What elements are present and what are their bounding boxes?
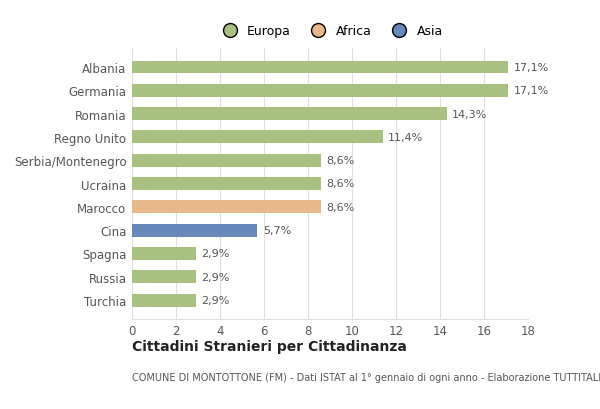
Text: 8,6%: 8,6% (326, 179, 355, 189)
Bar (132, 271, 196, 283)
Bar (132, 247, 196, 260)
Text: 17,1%: 17,1% (514, 86, 549, 96)
Text: Cittadini Stranieri per Cittadinanza: Cittadini Stranieri per Cittadinanza (132, 339, 407, 353)
Bar (132, 131, 383, 144)
Bar (132, 154, 321, 167)
Text: 2,9%: 2,9% (202, 249, 230, 259)
Text: 8,6%: 8,6% (326, 156, 355, 166)
Bar (132, 61, 508, 74)
Bar (132, 178, 321, 191)
Bar (132, 201, 321, 214)
Text: 2,9%: 2,9% (202, 272, 230, 282)
Bar (132, 294, 196, 307)
Text: 11,4%: 11,4% (388, 133, 424, 142)
Bar (132, 108, 446, 121)
Bar (132, 224, 257, 237)
Text: 2,9%: 2,9% (202, 295, 230, 306)
Text: 5,7%: 5,7% (263, 226, 291, 236)
Text: 17,1%: 17,1% (514, 63, 549, 73)
Text: COMUNE DI MONTOTTONE (FM) - Dati ISTAT al 1° gennaio di ogni anno - Elaborazione: COMUNE DI MONTOTTONE (FM) - Dati ISTAT a… (132, 372, 600, 382)
Bar (132, 85, 508, 97)
Text: 8,6%: 8,6% (326, 202, 355, 212)
Text: 14,3%: 14,3% (452, 109, 487, 119)
Legend: Europa, Africa, Asia: Europa, Africa, Asia (212, 20, 448, 43)
